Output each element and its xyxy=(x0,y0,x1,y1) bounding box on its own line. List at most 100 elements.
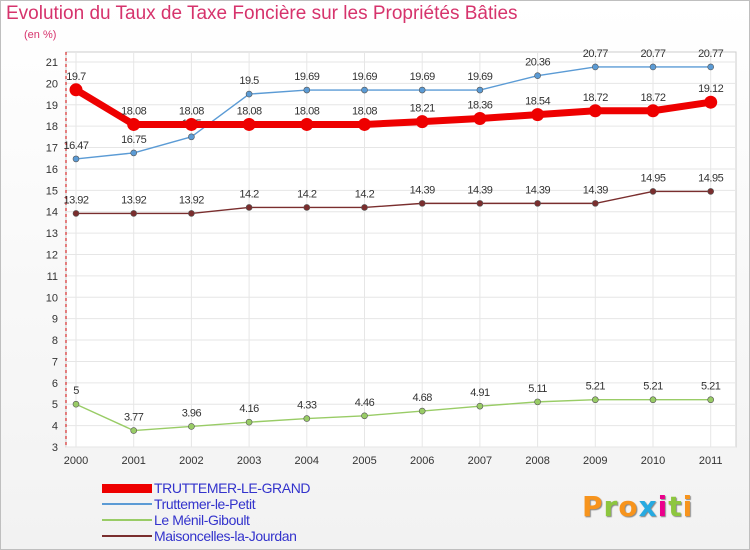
data-point xyxy=(188,133,195,141)
data-point xyxy=(245,418,253,426)
y-tick-label: 17 xyxy=(46,143,58,155)
data-label: 5.11 xyxy=(528,383,547,395)
data-label: 18.21 xyxy=(410,103,435,115)
x-tick-label: 2000 xyxy=(64,455,88,467)
logo-letter: r xyxy=(603,490,619,523)
data-label: 18.08 xyxy=(352,105,377,117)
data-point xyxy=(476,200,484,207)
data-label: 14.39 xyxy=(410,184,435,196)
data-point xyxy=(245,90,253,98)
data-label: 14.2 xyxy=(297,188,317,200)
data-point xyxy=(418,200,426,207)
legend-label: Truttemer-le-Petit xyxy=(154,496,256,512)
data-label: 20.77 xyxy=(640,48,665,60)
data-label: 19.69 xyxy=(294,71,319,83)
data-label: 5.21 xyxy=(643,381,663,393)
data-point xyxy=(473,111,487,125)
legend-swatch xyxy=(102,535,152,537)
y-tick-label: 21 xyxy=(46,57,58,69)
series-line-maisoncelles-la-jourdan xyxy=(76,190,711,215)
data-point xyxy=(130,427,137,434)
x-tick-label: 2011 xyxy=(699,455,723,467)
data-point xyxy=(418,407,426,415)
data-label: 19.69 xyxy=(410,71,435,83)
data-point xyxy=(358,117,371,131)
legend-label: Le Ménil-Giboult xyxy=(154,512,250,528)
legend-item-le-menil-giboult: Le Ménil-Giboult xyxy=(102,512,402,529)
y-tick-label: 13 xyxy=(46,228,58,240)
legend-label: Maisoncelles-la-Jourdan xyxy=(154,528,297,544)
data-point xyxy=(418,86,426,94)
y-tick-label: 3 xyxy=(52,442,58,454)
data-point xyxy=(476,402,484,410)
data-point xyxy=(69,83,83,97)
data-point xyxy=(184,117,198,131)
data-point xyxy=(534,398,541,406)
x-tick-label: 2004 xyxy=(295,455,319,467)
data-label: 19.5 xyxy=(239,75,259,87)
data-point xyxy=(188,423,195,430)
data-label: 16.75 xyxy=(121,134,146,146)
data-point xyxy=(303,86,311,94)
data-label: 19.69 xyxy=(467,71,492,83)
data-point xyxy=(707,188,715,195)
data-label: 19.69 xyxy=(352,71,377,83)
data-label: 18.72 xyxy=(640,92,665,104)
x-tick-label: 2006 xyxy=(410,455,434,467)
data-label: 4.16 xyxy=(239,403,259,415)
data-label: 4.68 xyxy=(412,392,432,404)
logo-letter: t xyxy=(668,490,683,523)
data-label: 20.77 xyxy=(698,48,723,60)
logo-letter: x xyxy=(638,490,658,523)
data-label: 14.39 xyxy=(525,184,550,196)
x-tick-label: 2008 xyxy=(525,455,549,467)
x-tick-label: 2001 xyxy=(121,455,145,467)
data-point xyxy=(707,396,715,404)
data-point xyxy=(303,415,311,422)
chart-subtitle: (en %) xyxy=(24,29,57,41)
x-tick-label: 2009 xyxy=(583,455,607,467)
data-label: 18.54 xyxy=(525,96,550,108)
x-tick-label: 2005 xyxy=(352,455,376,467)
data-point xyxy=(704,95,718,109)
data-point xyxy=(300,117,314,131)
data-label: 3.77 xyxy=(124,412,144,424)
data-point xyxy=(361,412,368,420)
legend-swatch xyxy=(102,503,152,505)
legend-item-maisoncelles-la-jourdan: Maisoncelles-la-Jourdan xyxy=(102,528,402,545)
legend-item-truttemer-le-grand: TRUTTEMER-LE-GRAND xyxy=(102,480,402,497)
y-tick-label: 10 xyxy=(46,292,58,304)
x-tick-label: 2002 xyxy=(179,455,203,467)
logo-letter: i xyxy=(657,490,669,523)
data-label: 18.08 xyxy=(237,105,262,117)
data-point xyxy=(646,104,660,118)
data-label: 14.39 xyxy=(467,184,492,196)
data-label: 16.47 xyxy=(63,140,88,152)
proxiti-logo: Proxiti xyxy=(582,490,693,523)
data-point xyxy=(127,117,141,131)
data-label: 3.96 xyxy=(182,407,202,419)
data-label: 18.36 xyxy=(467,99,492,111)
data-point xyxy=(130,210,137,217)
data-point xyxy=(707,63,715,71)
y-tick-label: 4 xyxy=(52,421,58,433)
data-label: 14.95 xyxy=(698,172,723,184)
series-line-le-m-nil-giboult xyxy=(75,399,711,432)
legend-swatch xyxy=(102,519,152,521)
data-label: 5.21 xyxy=(586,381,606,393)
data-point xyxy=(415,115,429,129)
data-label: 14.39 xyxy=(583,184,608,196)
legend-item-truttemer-le-petit: Truttemer-le-Petit xyxy=(102,496,402,513)
x-tick-label: 2007 xyxy=(468,455,492,467)
y-tick-label: 16 xyxy=(46,164,58,176)
data-label: 19.12 xyxy=(698,83,723,95)
data-point xyxy=(130,149,137,157)
data-label: 18.72 xyxy=(583,92,608,104)
data-point xyxy=(476,86,484,94)
data-label: 4.91 xyxy=(470,387,490,399)
y-tick-label: 19 xyxy=(46,100,58,112)
data-point xyxy=(245,204,253,211)
legend-swatch xyxy=(102,484,152,493)
data-label: 4.46 xyxy=(355,397,375,409)
